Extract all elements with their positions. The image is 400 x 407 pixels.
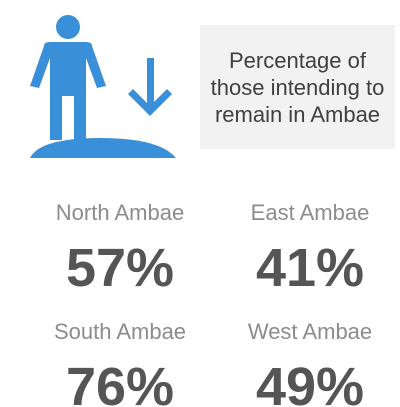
stat-label: North Ambae bbox=[55, 200, 185, 225]
stat-value: 76% bbox=[65, 357, 175, 407]
stat-label: East Ambae bbox=[250, 200, 370, 225]
stat-block: East Ambae 41% bbox=[215, 200, 400, 298]
person-icon bbox=[30, 15, 176, 158]
stat-block: South Ambae 76% bbox=[25, 319, 215, 407]
stat-block: West Ambae 49% bbox=[215, 319, 400, 407]
stat-label: South Ambae bbox=[53, 319, 187, 344]
stat-block: North Ambae 57% bbox=[25, 200, 215, 298]
title: Percentage of those intending to remain … bbox=[210, 47, 385, 127]
stat-value: 57% bbox=[65, 238, 175, 298]
title-box: Percentage of those intending to remain … bbox=[200, 25, 395, 149]
stat-value: 49% bbox=[255, 357, 365, 407]
stat-value: 41% bbox=[255, 238, 365, 298]
stat-label: West Ambae bbox=[247, 319, 373, 344]
